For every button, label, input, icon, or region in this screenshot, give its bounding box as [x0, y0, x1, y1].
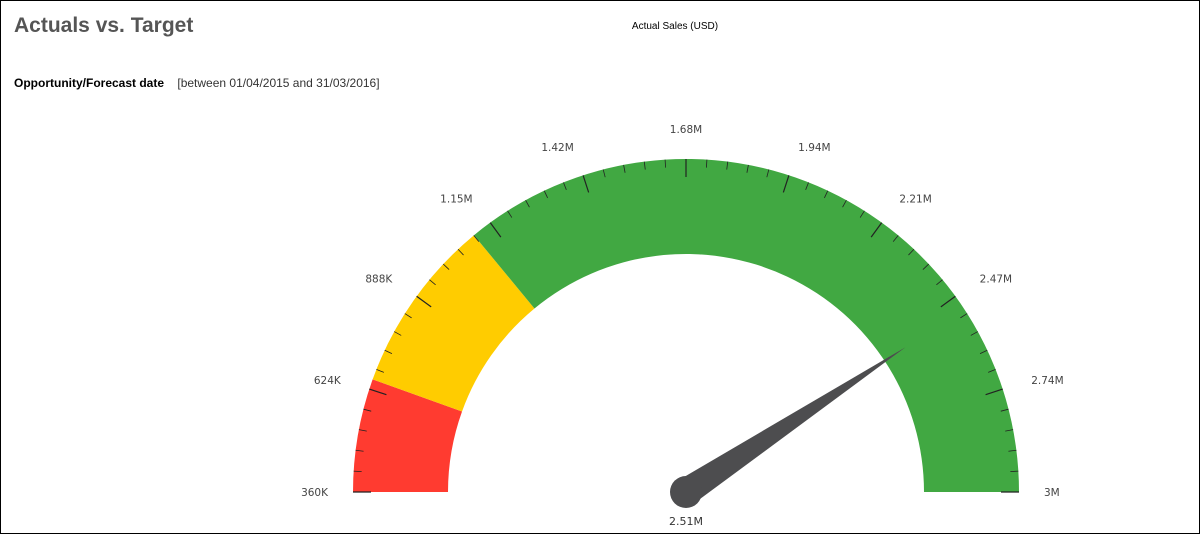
- minor-tick: [706, 159, 708, 168]
- minor-tick: [353, 470, 362, 472]
- minor-tick: [507, 210, 513, 218]
- minor-tick: [1000, 408, 1009, 412]
- major-tick: [782, 175, 790, 193]
- tick-label: 888K: [365, 274, 393, 286]
- minor-tick: [643, 161, 646, 170]
- filter-label: Opportunity/Forecast date: [14, 76, 165, 90]
- minor-tick: [664, 159, 666, 168]
- major-tick: [870, 222, 883, 238]
- date-filter: Opportunity/Forecast date [between 01/04…: [14, 76, 380, 90]
- minor-tick: [404, 313, 412, 319]
- minor-tick: [1008, 449, 1017, 452]
- minor-tick: [859, 210, 865, 218]
- gauge-tick-labels: 360K 624K 888K 1.15M 1.42M 1.68M 1.94M 2.21M 2.4…: [301, 124, 1064, 499]
- major-tick: [582, 175, 590, 193]
- minor-tick: [979, 349, 988, 354]
- minor-tick: [746, 164, 749, 173]
- tick-label: 1.68M: [670, 124, 702, 136]
- gauge-band-1: [372, 235, 535, 412]
- minor-tick: [805, 182, 809, 190]
- minor-tick: [908, 248, 915, 256]
- minor-tick: [922, 263, 930, 270]
- gauge-needle: [670, 347, 906, 508]
- page-title: Actuals vs. Target: [14, 14, 194, 37]
- major-tick: [369, 388, 387, 396]
- gauge-value-label: 2.51M: [669, 515, 703, 528]
- minor-tick: [384, 349, 393, 354]
- minor-tick: [355, 449, 364, 452]
- minor-tick: [936, 279, 943, 286]
- tick-label: 624K: [314, 375, 342, 387]
- needle-pointer: [678, 347, 906, 504]
- gauge-bands: [353, 159, 1019, 492]
- minor-tick: [824, 190, 829, 199]
- minor-tick: [960, 313, 968, 319]
- minor-tick: [988, 369, 996, 373]
- tick-label: 360K: [301, 487, 329, 499]
- major-tick: [489, 222, 502, 238]
- gauge-band-2: [473, 159, 1019, 492]
- minor-tick: [623, 164, 626, 173]
- minor-tick: [602, 169, 606, 178]
- tick-label: 1.15M: [440, 193, 472, 205]
- needle-hub: [670, 476, 702, 508]
- tick-label: 3M: [1044, 487, 1060, 499]
- tick-label: 2.21M: [899, 193, 931, 205]
- tick-label: 2.74M: [1031, 375, 1063, 387]
- minor-tick: [766, 169, 770, 178]
- minor-tick: [1010, 470, 1019, 472]
- tick-label: 2.47M: [980, 274, 1012, 286]
- chart-title: Actual Sales (USD): [632, 21, 718, 32]
- filter-value: [between 01/04/2015 and 31/03/2016]: [177, 76, 380, 90]
- minor-tick: [726, 161, 729, 170]
- gauge-band-0: [353, 379, 463, 492]
- minor-tick: [970, 331, 979, 336]
- minor-tick: [442, 263, 450, 270]
- minor-tick: [1005, 429, 1014, 432]
- minor-tick: [525, 199, 530, 208]
- major-tick: [985, 388, 1003, 396]
- minor-tick: [473, 235, 480, 242]
- tick-label: 1.94M: [798, 142, 830, 154]
- gauge-ticks: [353, 159, 1019, 493]
- minor-tick: [892, 235, 899, 242]
- major-tick: [940, 295, 956, 308]
- minor-tick: [842, 199, 847, 208]
- major-tick: [416, 295, 432, 308]
- minor-tick: [457, 248, 464, 256]
- minor-tick: [543, 190, 548, 199]
- minor-tick: [429, 279, 436, 286]
- minor-tick: [363, 408, 372, 412]
- minor-tick: [376, 369, 384, 373]
- minor-tick: [393, 331, 402, 336]
- minor-tick: [563, 182, 567, 190]
- minor-tick: [358, 429, 367, 432]
- tick-label: 1.42M: [541, 142, 573, 154]
